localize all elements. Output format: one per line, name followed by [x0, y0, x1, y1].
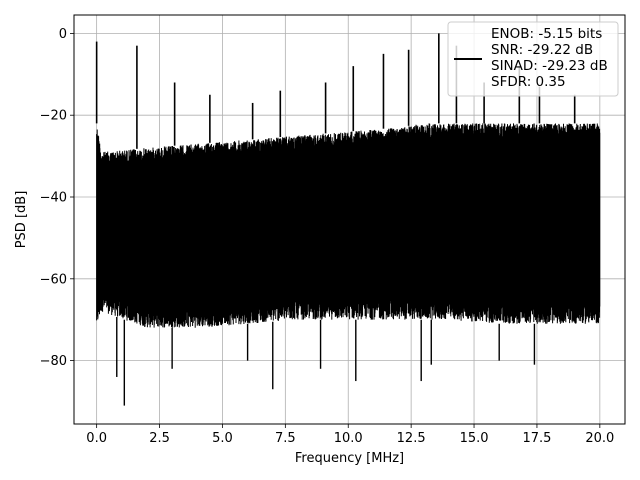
- axis-ticks: 0.0 2.5 5.0 7.5 10.0 12.5 15.0 17.5 20.0 0 −20 −40 −…: [40, 27, 615, 446]
- y-tick-label: 0: [59, 27, 67, 42]
- legend-entry-sinad: SINAD: -29.23 dB: [491, 58, 608, 74]
- x-tick-label: 2.5: [149, 431, 170, 446]
- x-tick-label: 7.5: [275, 431, 296, 446]
- y-axis-label: PSD [dB]: [14, 191, 29, 249]
- x-axis-label: Frequency [MHz]: [295, 451, 404, 466]
- x-tick-label: 12.5: [397, 431, 426, 446]
- legend: ENOB: -5.15 bits SNR: -29.22 dB SINAD: -…: [447, 21, 619, 97]
- y-tick-label: −20: [40, 109, 67, 124]
- x-tick-label: 17.5: [522, 431, 551, 446]
- x-tick-label: 0.0: [86, 431, 107, 446]
- plot-frame: [73, 14, 626, 425]
- y-tick-label: −40: [40, 191, 67, 206]
- legend-entry-sfdr: SFDR: 0.35: [491, 74, 566, 90]
- x-tick-label: 10.0: [334, 431, 363, 446]
- psd-series: [95, 33, 601, 406]
- x-tick-label: 15.0: [460, 431, 489, 446]
- y-tick-label: −80: [40, 354, 67, 369]
- x-tick-label: 20.0: [585, 431, 614, 446]
- psd-trace: [96, 123, 601, 328]
- legend-box: [447, 21, 619, 97]
- legend-entry-enob: ENOB: -5.15 bits: [491, 26, 602, 42]
- x-tick-label: 5.0: [212, 431, 233, 446]
- y-tick-label: −60: [40, 272, 67, 287]
- legend-entry-snr: SNR: -29.22 dB: [491, 42, 593, 58]
